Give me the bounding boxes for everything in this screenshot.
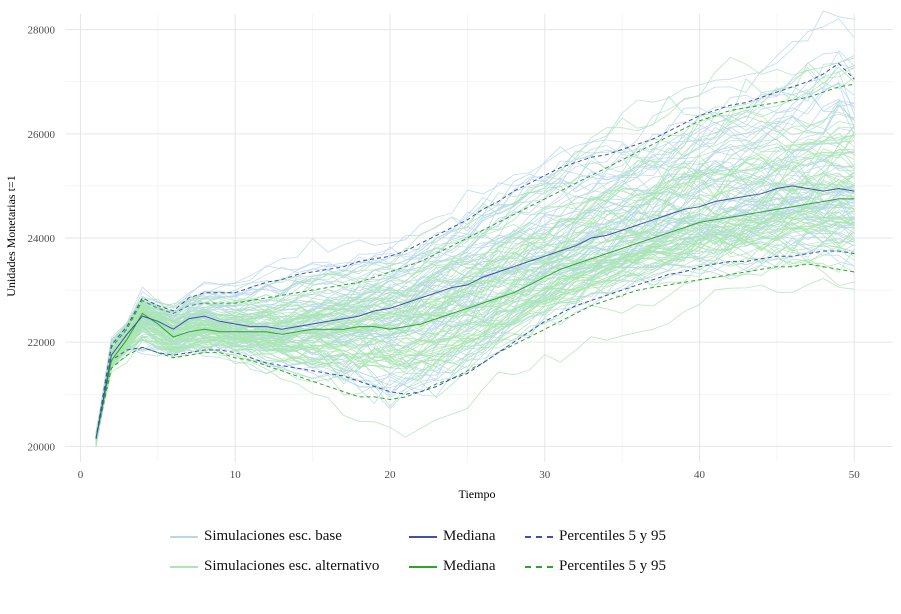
simulation-line-base xyxy=(95,100,855,440)
simulation-line-alternativo xyxy=(95,222,855,437)
percentile-5-base xyxy=(95,250,855,439)
simulation-line-base xyxy=(95,83,855,442)
simulation-line-alternativo xyxy=(95,216,855,435)
legend-key-pct-base xyxy=(525,535,553,538)
legend-item-sim-base: Simulaciones esc. base xyxy=(170,528,342,545)
x-tick-label: 0 xyxy=(78,469,84,481)
simulation-line-alternativo xyxy=(95,216,855,439)
simulation-line-alternativo xyxy=(95,142,855,438)
legend-label-pct-base: Percentiles 5 y 95 xyxy=(559,528,667,544)
simulation-line-alternativo xyxy=(95,66,855,437)
simulation-line-alternativo xyxy=(95,151,855,433)
y-tick-label: 24000 xyxy=(28,233,56,245)
legend-key-sim-base xyxy=(170,535,198,538)
x-tick-label: 10 xyxy=(230,469,242,481)
simulation-line-alternativo xyxy=(95,182,855,443)
simulation-lines xyxy=(95,10,855,448)
simulation-line-alternativo xyxy=(95,124,855,438)
simulation-line-alternativo xyxy=(95,126,855,442)
summary-lines xyxy=(95,62,855,439)
x-tick-label: 40 xyxy=(694,469,706,481)
legend-label-median-base: Mediana xyxy=(443,528,496,544)
legend-key-median-base xyxy=(409,535,437,538)
legend-label-sim-base: Simulaciones esc. base xyxy=(204,528,342,544)
simulation-line-alternativo xyxy=(95,216,855,436)
simulation-line-alternativo xyxy=(95,179,855,437)
legend-key-pct-alt xyxy=(525,565,553,568)
simulation-line-alternativo xyxy=(95,221,855,437)
median-alternativo xyxy=(95,198,855,439)
x-tick-label: 20 xyxy=(385,469,397,481)
simulation-line-alternativo xyxy=(95,199,855,439)
x-tick-label: 30 xyxy=(539,469,551,481)
legend-item-pct-alt: Percentiles 5 y 95 xyxy=(525,558,666,575)
y-tick-label: 26000 xyxy=(28,129,56,141)
legend-item-median-base: Mediana xyxy=(409,528,495,545)
simulation-line-alternativo xyxy=(95,191,855,439)
simulation-line-base xyxy=(95,194,855,440)
legend-item-median-alt: Mediana xyxy=(409,558,495,575)
simulation-line-alternativo xyxy=(95,56,855,440)
simulation-line-alternativo xyxy=(95,172,855,440)
simulation-line-alternativo xyxy=(95,278,855,439)
simulation-line-alternativo xyxy=(95,104,855,439)
simulation-line-alternativo xyxy=(95,76,855,441)
y-tick-label: 22000 xyxy=(28,337,56,349)
simulation-line-base xyxy=(95,18,855,437)
y-tick-label: 28000 xyxy=(28,25,56,37)
simulation-line-alternativo xyxy=(95,248,855,436)
legend-key-sim-alt xyxy=(170,565,198,568)
simulation-line-alternativo xyxy=(95,195,855,444)
legend-label-pct-alt: Percentiles 5 y 95 xyxy=(559,558,667,574)
chart-svg: 0 10 20 30 40 50 20000 22000 24000 26000 28000 Tie… xyxy=(4,10,893,501)
simulation-line-alternativo xyxy=(95,144,855,440)
percentile-95-base xyxy=(95,62,855,439)
simulation-line-alternativo xyxy=(95,152,855,438)
y-axis-title: Unidades Monetarias t=1 xyxy=(4,175,18,296)
simulation-line-base xyxy=(95,186,855,441)
simulation-line-base xyxy=(95,102,855,440)
median-base xyxy=(95,185,855,439)
legend-item-sim-alt: Simulaciones esc. alternativo xyxy=(170,558,379,575)
percentile-5-alternativo xyxy=(95,263,855,439)
legend-key-median-alt xyxy=(409,565,437,568)
percentile-95-alternativo xyxy=(95,83,855,439)
simulation-line-base xyxy=(95,10,855,443)
simulation-line-alternativo xyxy=(95,148,855,441)
simulation-line-alternativo xyxy=(95,246,855,439)
simulation-line-base xyxy=(95,49,855,436)
x-tick-label: 50 xyxy=(849,469,861,481)
y-tick-label: 20000 xyxy=(28,441,56,453)
simulation-line-alternativo xyxy=(95,113,855,434)
legend-item-pct-base: Percentiles 5 y 95 xyxy=(525,528,666,545)
simulation-line-base xyxy=(95,63,855,441)
simulation-line-alternativo xyxy=(95,61,855,441)
simulation-line-base xyxy=(95,126,855,439)
legend-label-median-alt: Mediana xyxy=(443,558,496,574)
simulation-line-alternativo xyxy=(95,65,855,436)
simulation-line-alternativo xyxy=(95,140,855,441)
simulation-line-alternativo xyxy=(95,258,855,442)
legend-label-sim-alt: Simulaciones esc. alternativo xyxy=(204,558,380,574)
tick-labels: 0 10 20 30 40 50 20000 22000 24000 26000 28000 xyxy=(28,25,861,481)
x-axis-title: Tiempo xyxy=(459,487,496,501)
simulation-line-base xyxy=(95,91,855,434)
simulation-line-alternativo xyxy=(95,120,855,438)
simulation-line-base xyxy=(95,81,855,435)
simulation-line-alternativo xyxy=(95,243,855,443)
